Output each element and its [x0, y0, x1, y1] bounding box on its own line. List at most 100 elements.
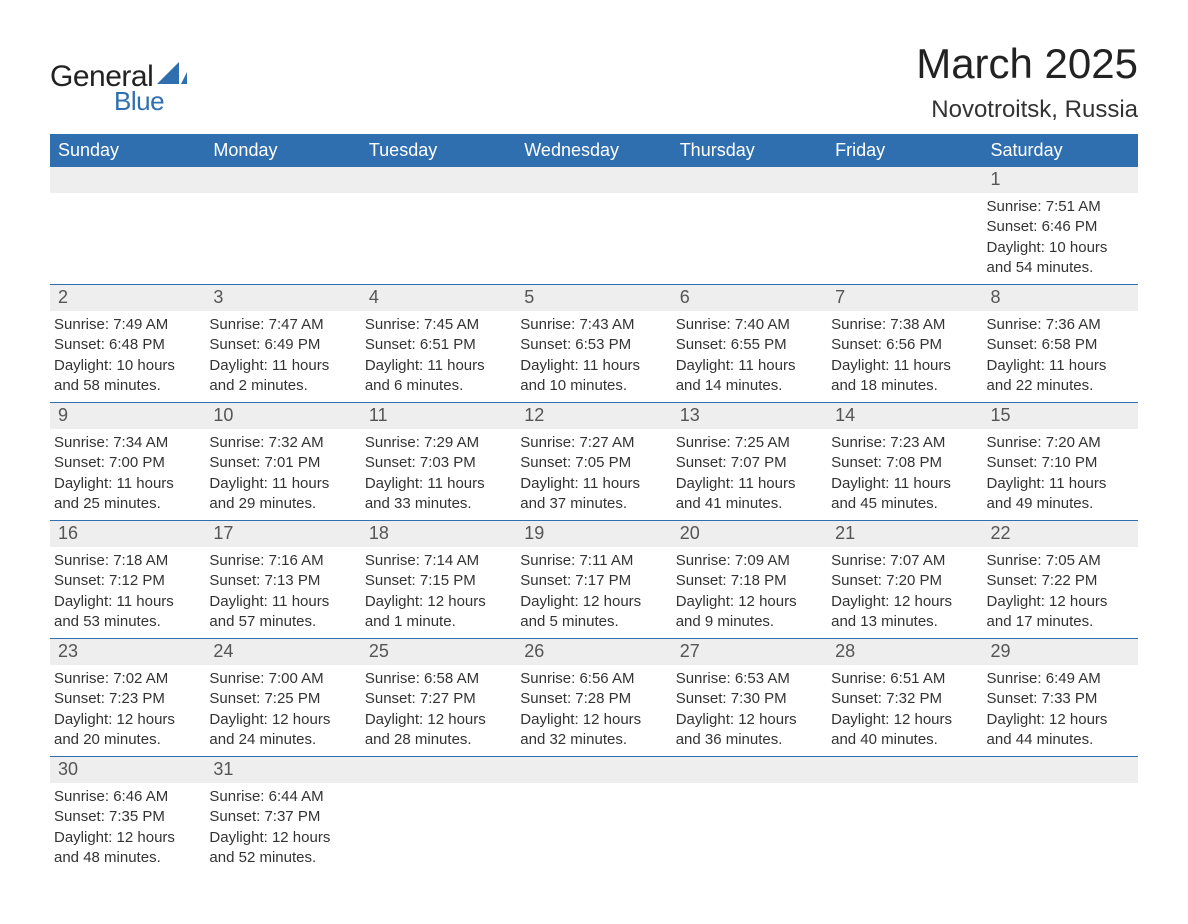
- daylight-line: Daylight: 11 hours and 10 minutes.: [520, 356, 667, 397]
- sunset-line: Sunset: 7:07 PM: [676, 453, 823, 473]
- day-number: 6: [672, 285, 827, 311]
- daylight-line: Daylight: 11 hours and 49 minutes.: [987, 474, 1134, 515]
- daylight-line: Daylight: 12 hours and 52 minutes.: [209, 828, 356, 869]
- day-cell: [516, 167, 671, 284]
- sunrise-line: Sunrise: 7:18 AM: [54, 551, 201, 571]
- sunset-line: Sunset: 7:32 PM: [831, 689, 978, 709]
- day-body: Sunrise: 7:07 AMSunset: 7:20 PMDaylight:…: [827, 547, 982, 638]
- sunset-line: Sunset: 6:46 PM: [987, 217, 1134, 237]
- day-cell: 23Sunrise: 7:02 AMSunset: 7:23 PMDayligh…: [50, 639, 205, 756]
- sunrise-line: Sunrise: 7:25 AM: [676, 433, 823, 453]
- weeks-container: 1Sunrise: 7:51 AMSunset: 6:46 PMDaylight…: [50, 167, 1138, 874]
- sunrise-line: Sunrise: 7:36 AM: [987, 315, 1134, 335]
- daylight-line: Daylight: 11 hours and 14 minutes.: [676, 356, 823, 397]
- daylight-line: Daylight: 11 hours and 29 minutes.: [209, 474, 356, 515]
- day-body: Sunrise: 7:29 AMSunset: 7:03 PMDaylight:…: [361, 429, 516, 520]
- day-body: Sunrise: 7:51 AMSunset: 6:46 PMDaylight:…: [983, 193, 1138, 284]
- day-body: [516, 783, 671, 793]
- sunset-line: Sunset: 7:30 PM: [676, 689, 823, 709]
- day-body: Sunrise: 7:43 AMSunset: 6:53 PMDaylight:…: [516, 311, 671, 402]
- day-cell: 2Sunrise: 7:49 AMSunset: 6:48 PMDaylight…: [50, 285, 205, 402]
- sunrise-line: Sunrise: 7:23 AM: [831, 433, 978, 453]
- day-cell: 3Sunrise: 7:47 AMSunset: 6:49 PMDaylight…: [205, 285, 360, 402]
- sunrise-line: Sunrise: 7:51 AM: [987, 197, 1134, 217]
- day-cell: 8Sunrise: 7:36 AMSunset: 6:58 PMDaylight…: [983, 285, 1138, 402]
- sunset-line: Sunset: 6:55 PM: [676, 335, 823, 355]
- day-cell: 5Sunrise: 7:43 AMSunset: 6:53 PMDaylight…: [516, 285, 671, 402]
- sunrise-line: Sunrise: 6:53 AM: [676, 669, 823, 689]
- daylight-line: Daylight: 12 hours and 9 minutes.: [676, 592, 823, 633]
- sunrise-line: Sunrise: 6:44 AM: [209, 787, 356, 807]
- week-row: 9Sunrise: 7:34 AMSunset: 7:00 PMDaylight…: [50, 402, 1138, 520]
- day-number: 11: [361, 403, 516, 429]
- day-cell: [361, 757, 516, 874]
- sunset-line: Sunset: 6:56 PM: [831, 335, 978, 355]
- week-row: 23Sunrise: 7:02 AMSunset: 7:23 PMDayligh…: [50, 638, 1138, 756]
- daylight-line: Daylight: 11 hours and 25 minutes.: [54, 474, 201, 515]
- day-cell: 28Sunrise: 6:51 AMSunset: 7:32 PMDayligh…: [827, 639, 982, 756]
- day-body: Sunrise: 7:45 AMSunset: 6:51 PMDaylight:…: [361, 311, 516, 402]
- day-number: 29: [983, 639, 1138, 665]
- day-cell: [827, 757, 982, 874]
- day-number: 10: [205, 403, 360, 429]
- sunset-line: Sunset: 6:49 PM: [209, 335, 356, 355]
- sunset-line: Sunset: 7:03 PM: [365, 453, 512, 473]
- day-body: Sunrise: 6:51 AMSunset: 7:32 PMDaylight:…: [827, 665, 982, 756]
- day-number: 21: [827, 521, 982, 547]
- sunset-line: Sunset: 6:51 PM: [365, 335, 512, 355]
- sunrise-line: Sunrise: 7:38 AM: [831, 315, 978, 335]
- daylight-line: Daylight: 12 hours and 24 minutes.: [209, 710, 356, 751]
- sunrise-line: Sunrise: 7:00 AM: [209, 669, 356, 689]
- sunset-line: Sunset: 7:13 PM: [209, 571, 356, 591]
- logo: General Blue: [50, 60, 187, 117]
- day-cell: 4Sunrise: 7:45 AMSunset: 6:51 PMDaylight…: [361, 285, 516, 402]
- daylight-line: Daylight: 12 hours and 44 minutes.: [987, 710, 1134, 751]
- day-number: [361, 757, 516, 783]
- day-body: Sunrise: 7:09 AMSunset: 7:18 PMDaylight:…: [672, 547, 827, 638]
- day-body: Sunrise: 6:53 AMSunset: 7:30 PMDaylight:…: [672, 665, 827, 756]
- day-number: 25: [361, 639, 516, 665]
- day-number: 4: [361, 285, 516, 311]
- day-cell: 21Sunrise: 7:07 AMSunset: 7:20 PMDayligh…: [827, 521, 982, 638]
- day-number: [983, 757, 1138, 783]
- day-body: [361, 193, 516, 203]
- weekday-cell: Monday: [205, 134, 360, 167]
- day-body: Sunrise: 7:11 AMSunset: 7:17 PMDaylight:…: [516, 547, 671, 638]
- title-block: March 2025 Novotroitsk, Russia: [916, 40, 1138, 124]
- sunset-line: Sunset: 7:12 PM: [54, 571, 201, 591]
- sunrise-line: Sunrise: 7:49 AM: [54, 315, 201, 335]
- weekday-cell: Thursday: [672, 134, 827, 167]
- day-body: Sunrise: 7:14 AMSunset: 7:15 PMDaylight:…: [361, 547, 516, 638]
- sunset-line: Sunset: 7:22 PM: [987, 571, 1134, 591]
- day-number: 3: [205, 285, 360, 311]
- day-body: [361, 783, 516, 793]
- sunset-line: Sunset: 7:35 PM: [54, 807, 201, 827]
- sunset-line: Sunset: 6:53 PM: [520, 335, 667, 355]
- day-number: 30: [50, 757, 205, 783]
- day-body: Sunrise: 6:46 AMSunset: 7:35 PMDaylight:…: [50, 783, 205, 874]
- day-number: 23: [50, 639, 205, 665]
- day-cell: 16Sunrise: 7:18 AMSunset: 7:12 PMDayligh…: [50, 521, 205, 638]
- sunset-line: Sunset: 7:15 PM: [365, 571, 512, 591]
- day-cell: 20Sunrise: 7:09 AMSunset: 7:18 PMDayligh…: [672, 521, 827, 638]
- day-body: Sunrise: 7:38 AMSunset: 6:56 PMDaylight:…: [827, 311, 982, 402]
- sunrise-line: Sunrise: 7:47 AM: [209, 315, 356, 335]
- month-title: March 2025: [916, 40, 1138, 88]
- sunrise-line: Sunrise: 7:07 AM: [831, 551, 978, 571]
- sunrise-line: Sunrise: 7:11 AM: [520, 551, 667, 571]
- sunrise-line: Sunrise: 7:32 AM: [209, 433, 356, 453]
- day-body: [827, 783, 982, 793]
- day-number: 13: [672, 403, 827, 429]
- day-cell: 27Sunrise: 6:53 AMSunset: 7:30 PMDayligh…: [672, 639, 827, 756]
- daylight-line: Daylight: 12 hours and 48 minutes.: [54, 828, 201, 869]
- day-body: [672, 783, 827, 793]
- daylight-line: Daylight: 12 hours and 36 minutes.: [676, 710, 823, 751]
- sunrise-line: Sunrise: 7:14 AM: [365, 551, 512, 571]
- sunset-line: Sunset: 7:33 PM: [987, 689, 1134, 709]
- day-body: Sunrise: 7:27 AMSunset: 7:05 PMDaylight:…: [516, 429, 671, 520]
- sunrise-line: Sunrise: 6:49 AM: [987, 669, 1134, 689]
- daylight-line: Daylight: 12 hours and 32 minutes.: [520, 710, 667, 751]
- day-body: Sunrise: 7:49 AMSunset: 6:48 PMDaylight:…: [50, 311, 205, 402]
- day-body: Sunrise: 7:02 AMSunset: 7:23 PMDaylight:…: [50, 665, 205, 756]
- daylight-line: Daylight: 12 hours and 1 minute.: [365, 592, 512, 633]
